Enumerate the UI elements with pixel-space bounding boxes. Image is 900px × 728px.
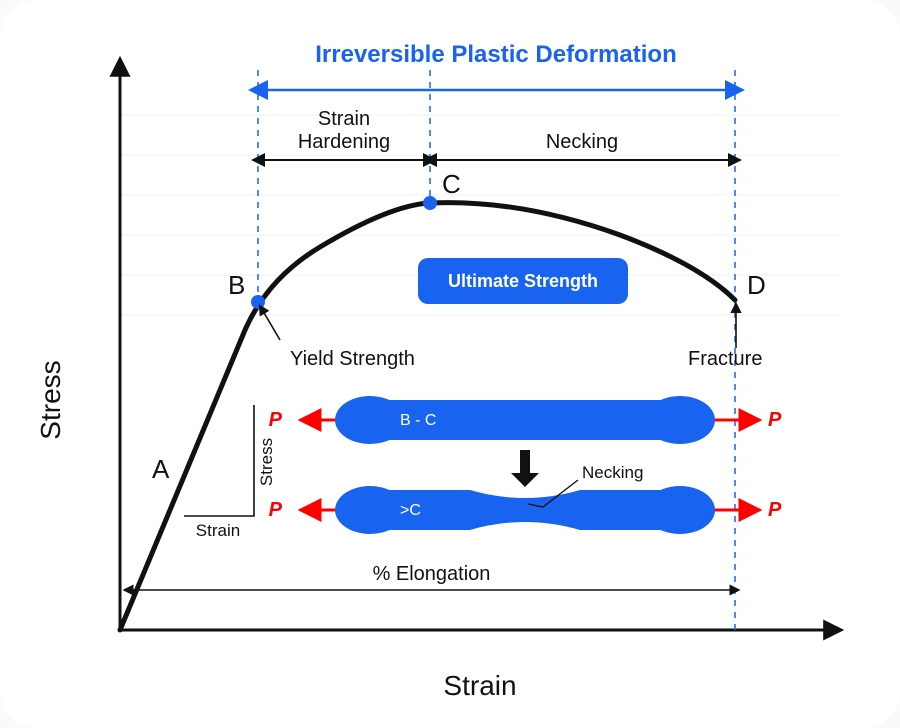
svg-text:P: P bbox=[269, 409, 283, 431]
svg-text:P: P bbox=[768, 409, 782, 431]
necking-callout-label: Necking bbox=[582, 463, 643, 482]
axes bbox=[120, 60, 840, 630]
svg-text:B - C: B - C bbox=[400, 412, 436, 429]
ultimate-strength-text: Ultimate Strength bbox=[448, 271, 598, 291]
slope-stress-label: Stress bbox=[257, 438, 276, 486]
specimen-before-necking: PPB - C bbox=[269, 396, 782, 444]
yield-strength-annotation: Yield Strength bbox=[260, 306, 415, 370]
elongation-label: % Elongation bbox=[373, 563, 491, 585]
down-arrow-icon bbox=[511, 450, 539, 487]
svg-text:>C: >C bbox=[400, 502, 421, 519]
fracture-annotation: Fracture bbox=[688, 304, 762, 370]
elastic-slope-triangle: Strain Stress bbox=[184, 405, 276, 540]
x-axis-label: Strain bbox=[443, 670, 516, 701]
svg-text:P: P bbox=[768, 499, 782, 521]
elongation-arrow: % Elongation bbox=[128, 563, 735, 590]
specimen-after-necking: P P >C bbox=[269, 486, 782, 534]
svg-text:B: B bbox=[228, 270, 245, 300]
yield-strength-label: Yield Strength bbox=[290, 348, 415, 370]
svg-text:A: A bbox=[152, 454, 170, 484]
diagram-card: { "meta": { "type": "engineering-diagram… bbox=[0, 0, 900, 728]
strain-hardening-label-line1: Strain bbox=[318, 108, 370, 130]
svg-text:P: P bbox=[269, 499, 283, 521]
stress-strain-svg: Stress Strain Irreversible Plastic Defor… bbox=[0, 0, 900, 728]
ultimate-strength-badge: Ultimate Strength bbox=[418, 258, 628, 304]
fracture-label: Fracture bbox=[688, 348, 762, 370]
y-axis-label: Stress bbox=[35, 360, 66, 439]
slope-strain-label: Strain bbox=[196, 521, 240, 540]
plastic-deformation-title: Irreversible Plastic Deformation bbox=[315, 41, 676, 68]
necking-region-label: Necking bbox=[546, 131, 618, 153]
svg-text:D: D bbox=[747, 270, 766, 300]
strain-hardening-label-line2: Hardening bbox=[298, 131, 390, 153]
svg-text:C: C bbox=[442, 169, 461, 199]
